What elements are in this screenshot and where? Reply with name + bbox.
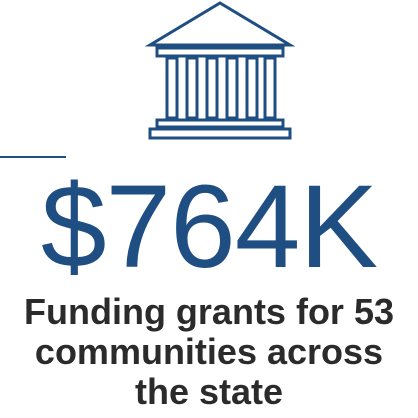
caption-line: the state bbox=[134, 371, 284, 412]
funding-description: Funding grants for 53 communities across… bbox=[0, 292, 418, 412]
funding-amount: $764K bbox=[40, 161, 378, 293]
bank-building-icon bbox=[145, 0, 295, 142]
accent-divider bbox=[0, 156, 66, 158]
caption-line: Funding grants for 53 bbox=[23, 291, 394, 332]
caption-line: communities across bbox=[34, 331, 384, 372]
